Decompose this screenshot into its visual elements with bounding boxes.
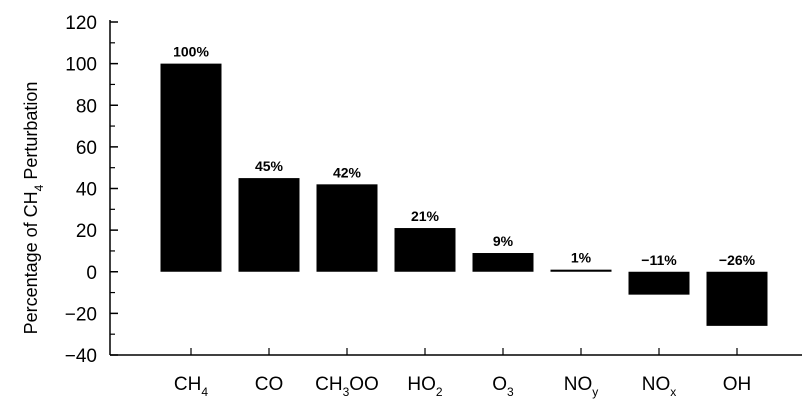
data-label: 45% (255, 158, 284, 174)
y-tick-label: 80 (76, 96, 97, 117)
bar (238, 178, 300, 272)
bar (316, 184, 378, 272)
data-label: 42% (333, 164, 362, 180)
data-label: 9% (493, 233, 514, 249)
data-labels: 100% 45% 42% 21% 9% 1% −11% −26% (173, 44, 756, 268)
data-label: −26% (719, 252, 756, 268)
bar (394, 228, 456, 272)
data-label: 100% (173, 44, 209, 60)
bar (628, 271, 690, 295)
y-tick-label: 0 (86, 263, 97, 284)
y-tick-label: −20 (65, 304, 97, 325)
category-label: NOy (564, 374, 599, 399)
y-tick-label: 60 (76, 138, 97, 159)
category-label: HO2 (407, 374, 443, 399)
category-label: CO (255, 374, 284, 395)
axes (109, 20, 802, 356)
category-label: CH4 (174, 374, 208, 399)
data-label: 21% (411, 208, 440, 224)
category-label: CH3OO (315, 374, 379, 399)
category-label: NOx (642, 374, 677, 399)
data-label: −11% (641, 252, 677, 268)
category-label: O3 (492, 374, 514, 399)
data-label: 1% (571, 250, 592, 266)
y-tick-label: 40 (76, 180, 97, 201)
y-axis-label: Percentage of CH4 Perturbation (21, 82, 46, 335)
y-tick-label: 20 (76, 221, 97, 242)
category-label: OH (723, 374, 752, 395)
bar (550, 269, 612, 272)
bar (160, 63, 222, 272)
y-axis-ticks: −40 −20 0 20 40 60 80 100 120 (65, 13, 118, 367)
bar (472, 253, 534, 272)
y-tick-label: 120 (65, 13, 97, 34)
y-tick-label: −40 (65, 346, 97, 367)
y-tick-label: 100 (65, 55, 97, 76)
category-labels: CH4 CO CH3OO HO2 O3 NOy NOx OH (174, 374, 751, 399)
bar (706, 271, 768, 326)
bars (160, 63, 768, 326)
